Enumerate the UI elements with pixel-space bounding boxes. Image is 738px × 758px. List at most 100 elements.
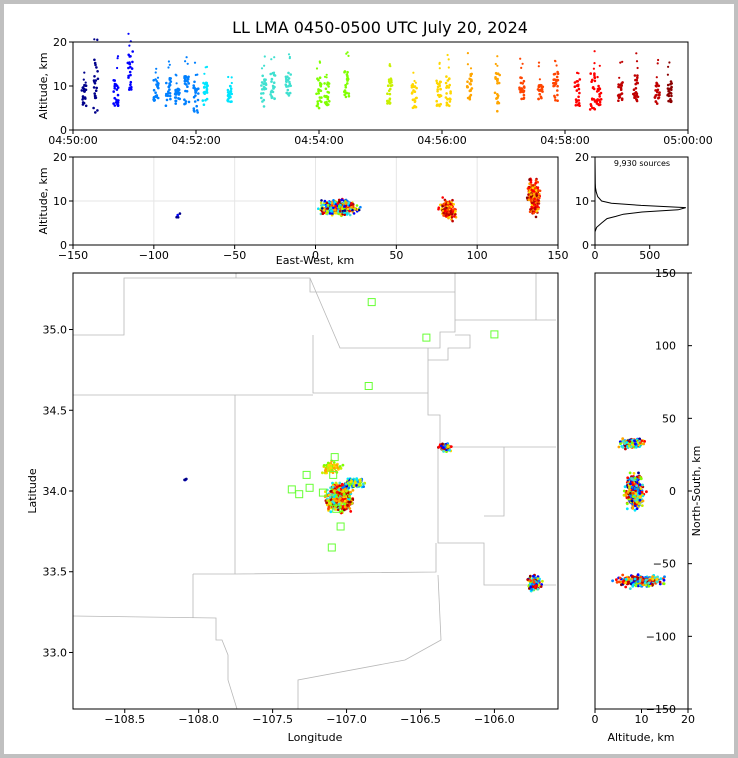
source-point — [317, 106, 321, 110]
source-point — [533, 197, 536, 200]
source-point — [389, 87, 392, 91]
source-point — [446, 53, 449, 57]
source-point — [669, 82, 672, 86]
source-point — [519, 88, 522, 91]
station-marker — [295, 490, 304, 499]
source-point — [451, 198, 454, 202]
source-point — [167, 60, 170, 63]
source-point — [93, 38, 96, 41]
source-point — [164, 94, 168, 97]
source-point — [574, 98, 578, 101]
source-point — [442, 446, 445, 450]
source-point — [168, 88, 171, 91]
source-point — [626, 490, 630, 494]
source-point — [658, 91, 661, 94]
source-point — [573, 85, 577, 88]
tick-label: −50 — [653, 558, 676, 571]
station-marker — [367, 298, 376, 307]
source-point — [338, 210, 342, 213]
source-point — [329, 510, 333, 514]
plan-view-clip — [73, 273, 556, 709]
source-point — [262, 105, 266, 108]
source-point — [592, 67, 596, 70]
source-point — [624, 585, 628, 589]
source-point — [618, 76, 621, 79]
source-point — [348, 483, 351, 487]
source-point — [520, 97, 523, 101]
source-point — [631, 505, 635, 508]
source-point — [196, 98, 200, 102]
source-point — [328, 212, 332, 215]
source-point — [593, 50, 596, 53]
source-point — [437, 445, 441, 449]
source-point — [319, 212, 323, 216]
source-point — [192, 84, 195, 87]
source-point — [541, 90, 544, 93]
source-point — [193, 100, 197, 103]
altitude-histogram-axes — [594, 156, 689, 246]
plan-view-ticks: −108.5 −108.0 −107.5 −107.0 −106.5 −106.0 33.0… — [43, 324, 515, 726]
source-point — [617, 94, 621, 97]
source-point — [537, 65, 540, 68]
source-point — [338, 204, 341, 208]
source-point — [330, 202, 334, 205]
source-point — [521, 62, 524, 65]
source-point — [285, 79, 288, 83]
source-point — [174, 99, 177, 103]
source-point — [96, 38, 99, 41]
source-point — [168, 63, 171, 66]
source-point — [450, 215, 454, 219]
source-point — [334, 508, 337, 511]
source-point — [335, 485, 339, 489]
source-point — [470, 79, 473, 82]
source-point — [454, 210, 457, 213]
source-point — [192, 107, 196, 110]
source-point — [329, 498, 333, 502]
source-point — [326, 90, 330, 94]
source-point — [345, 202, 348, 205]
source-point — [338, 481, 342, 485]
source-point — [326, 97, 330, 101]
source-point — [444, 203, 448, 206]
source-point — [227, 96, 231, 100]
source-point — [598, 95, 601, 98]
source-point — [588, 108, 592, 111]
source-point — [342, 492, 346, 496]
source-point — [347, 94, 351, 98]
source-point — [621, 580, 625, 583]
source-point — [338, 497, 342, 500]
source-point — [321, 212, 325, 215]
source-point — [598, 64, 601, 67]
source-point — [621, 437, 625, 441]
source-point — [641, 580, 644, 584]
source-point — [341, 463, 345, 467]
source-point — [638, 498, 642, 502]
source-point — [187, 82, 191, 85]
source-point — [634, 87, 638, 90]
source-point — [670, 94, 673, 98]
source-point — [320, 204, 323, 207]
source-point — [538, 196, 541, 200]
source-point — [538, 78, 542, 81]
source-point — [592, 87, 596, 91]
source-point — [355, 477, 359, 481]
source-point — [332, 461, 336, 464]
source-point — [273, 56, 276, 59]
source-point — [529, 208, 532, 211]
source-point — [441, 196, 445, 199]
source-point — [556, 78, 560, 82]
source-point — [386, 102, 389, 105]
source-point — [177, 91, 180, 95]
source-point — [439, 203, 442, 207]
source-point — [345, 489, 348, 493]
source-point — [175, 215, 178, 219]
source-point — [451, 219, 454, 223]
tick-label: 0 — [60, 124, 67, 137]
source-point — [322, 464, 326, 467]
source-point — [435, 79, 438, 83]
source-point — [624, 493, 628, 496]
source-point — [96, 70, 99, 73]
station-marker — [302, 470, 311, 479]
source-point — [633, 487, 637, 490]
source-point — [353, 481, 357, 485]
